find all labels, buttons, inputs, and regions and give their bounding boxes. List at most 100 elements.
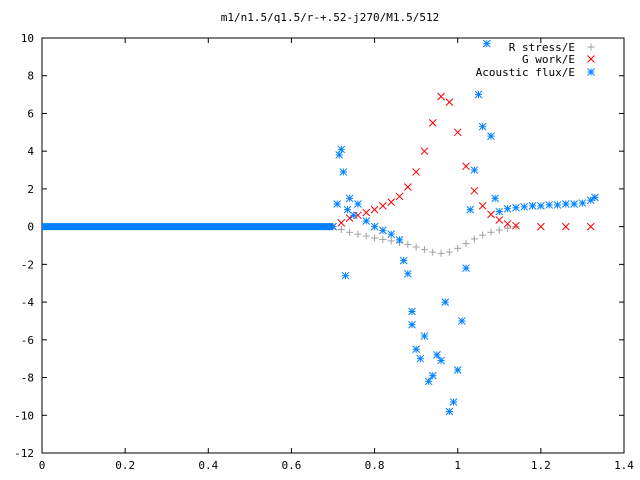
data-point — [399, 256, 408, 265]
chart-title: m1/n1.5/q1.5/r-+.52-j270/M1.5/512 — [221, 11, 440, 24]
data-point — [343, 205, 352, 214]
legend-marker — [587, 55, 595, 63]
data-point — [337, 225, 345, 233]
data-point — [570, 200, 578, 208]
data-point — [437, 92, 445, 101]
data-point — [387, 237, 395, 245]
data-point — [354, 200, 362, 208]
legend-label: G work/E — [522, 53, 575, 66]
data-point — [412, 243, 420, 251]
data-point — [379, 235, 387, 243]
data-point — [339, 168, 348, 176]
data-point — [462, 264, 470, 272]
y-tick-label: 8 — [27, 70, 34, 83]
data-point — [403, 183, 412, 191]
data-point — [437, 249, 445, 257]
series-1 — [329, 92, 595, 231]
data-point — [346, 228, 354, 236]
data-point — [454, 244, 462, 252]
data-point — [429, 248, 437, 256]
data-point — [561, 200, 570, 208]
data-point — [474, 90, 483, 99]
data-point — [424, 377, 433, 386]
x-tick-label: 1 — [454, 459, 461, 472]
data-point — [412, 345, 420, 354]
data-point — [495, 226, 503, 234]
data-point — [470, 166, 479, 174]
legend-marker — [587, 68, 595, 76]
data-point — [362, 232, 370, 240]
data-point — [470, 186, 479, 195]
data-point — [379, 226, 387, 235]
data-point — [395, 235, 404, 244]
y-tick-label: 0 — [27, 221, 34, 234]
legend-marker — [587, 43, 595, 51]
data-point — [404, 241, 412, 249]
y-tick-label: 4 — [27, 145, 34, 158]
data-point — [478, 122, 487, 131]
y-tick-label: -10 — [14, 409, 34, 422]
data-point — [345, 194, 354, 203]
data-point — [371, 234, 379, 242]
data-point — [537, 202, 545, 210]
data-point — [578, 199, 587, 207]
data-point — [586, 222, 595, 231]
data-point — [528, 202, 537, 210]
data-point — [458, 317, 466, 325]
legend-label: R stress/E — [509, 41, 575, 54]
data-point — [420, 332, 429, 340]
x-tick-label: 0.4 — [198, 459, 218, 472]
data-point — [387, 198, 396, 206]
data-point — [487, 132, 495, 140]
series-layer — [42, 39, 599, 416]
data-point — [495, 207, 504, 216]
y-tick-label: -6 — [21, 334, 34, 347]
x-tick-label: 0 — [39, 459, 46, 472]
data-point — [408, 307, 416, 316]
x-tick-label: 0.2 — [115, 459, 135, 472]
y-tick-label: -8 — [21, 372, 34, 385]
data-point — [537, 222, 545, 231]
x-tick-label: 1.2 — [531, 459, 551, 472]
data-point — [445, 248, 453, 256]
data-point — [466, 205, 475, 214]
data-point — [408, 320, 416, 329]
data-point — [462, 240, 470, 248]
data-point — [341, 271, 350, 280]
data-point — [449, 398, 458, 406]
x-tick-label: 0.8 — [365, 459, 385, 472]
data-point — [479, 231, 487, 239]
data-point — [482, 39, 491, 48]
data-point — [553, 201, 562, 209]
axes: 0 0.2 0.4 0.6 0.8 1 1.2 1.4 -12 -10 -8 -6 -4 -2 0 2 4 6 8 1… — [14, 32, 634, 472]
data-point — [445, 407, 454, 416]
data-point — [433, 351, 441, 359]
plot-frame — [41, 37, 625, 454]
data-point — [337, 145, 346, 154]
data-point — [403, 269, 412, 278]
data-point — [545, 201, 554, 209]
data-point — [504, 224, 512, 232]
data-point — [445, 98, 454, 106]
x-tick-label: 1.4 — [614, 459, 634, 472]
data-point — [512, 223, 520, 231]
data-point — [349, 211, 358, 220]
data-point — [362, 208, 371, 217]
data-point — [333, 200, 342, 208]
data-point — [354, 230, 362, 238]
data-point — [453, 366, 462, 374]
data-point — [512, 221, 520, 230]
y-tick-label: 6 — [27, 107, 34, 120]
data-point — [437, 356, 445, 365]
data-point — [420, 147, 429, 156]
data-point — [329, 222, 337, 231]
data-point — [487, 210, 495, 219]
data-point — [441, 298, 450, 306]
data-point — [591, 193, 599, 202]
data-point — [503, 204, 512, 213]
y-tick-label: 2 — [27, 183, 34, 196]
data-point — [453, 128, 462, 137]
legend-label: Acoustic flux/E — [476, 66, 575, 79]
data-point — [495, 216, 504, 224]
